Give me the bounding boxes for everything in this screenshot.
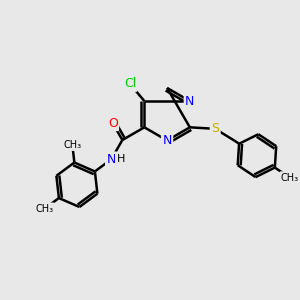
Text: CH₃: CH₃	[281, 172, 299, 182]
Text: S: S	[211, 122, 219, 135]
Text: N: N	[162, 134, 172, 147]
Text: CH₃: CH₃	[35, 204, 54, 214]
Text: CH₃: CH₃	[63, 140, 81, 150]
Text: N: N	[185, 94, 194, 108]
Text: Cl: Cl	[124, 77, 136, 90]
Text: N: N	[106, 153, 116, 166]
Text: O: O	[108, 117, 118, 130]
Text: H: H	[117, 154, 125, 164]
